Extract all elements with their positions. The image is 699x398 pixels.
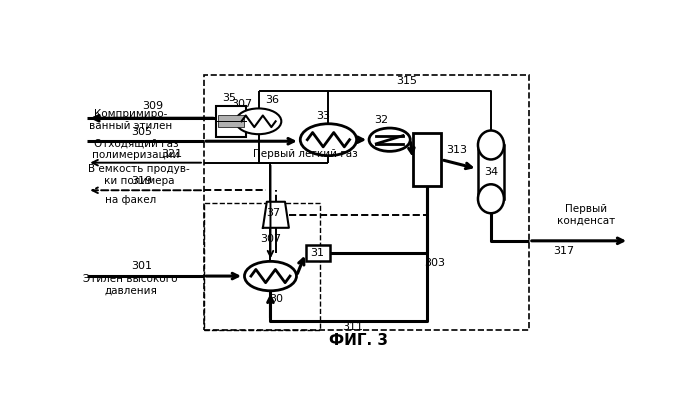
Text: Компримиро-
ванный этилен: Компримиро- ванный этилен xyxy=(89,109,173,131)
Text: 307: 307 xyxy=(231,99,252,109)
Text: Этилен высокого
давления: Этилен высокого давления xyxy=(83,275,178,296)
Text: 311: 311 xyxy=(343,322,363,332)
Text: Первый
конденсат: Первый конденсат xyxy=(556,204,615,226)
Text: 32: 32 xyxy=(375,115,389,125)
Text: 33: 33 xyxy=(316,111,330,121)
Bar xyxy=(204,203,320,330)
Text: на факел: на факел xyxy=(105,195,157,205)
Bar xyxy=(218,115,244,127)
Text: В емкость продув-
ки полимера: В емкость продув- ки полимера xyxy=(88,164,189,186)
Text: Первый легкий газ: Первый легкий газ xyxy=(252,149,357,159)
Text: 30: 30 xyxy=(269,295,283,304)
Text: 317: 317 xyxy=(554,246,575,256)
Text: 35: 35 xyxy=(222,93,236,103)
Text: 31: 31 xyxy=(310,248,324,258)
Text: 321: 321 xyxy=(161,149,182,159)
Text: Отходящий газ
полимеризации: Отходящий газ полимеризации xyxy=(92,138,180,160)
Bar xyxy=(478,145,504,199)
Text: ФИГ. 3: ФИГ. 3 xyxy=(329,333,388,348)
Text: 37: 37 xyxy=(266,208,280,218)
Text: 301: 301 xyxy=(131,261,152,271)
Circle shape xyxy=(236,108,281,134)
Text: 305: 305 xyxy=(131,127,152,137)
Text: 309: 309 xyxy=(142,101,163,111)
Text: 36: 36 xyxy=(265,96,279,105)
Circle shape xyxy=(369,128,410,151)
Bar xyxy=(305,245,329,261)
Bar xyxy=(413,133,441,186)
Circle shape xyxy=(301,124,356,156)
Text: 303: 303 xyxy=(424,258,445,268)
Circle shape xyxy=(245,261,296,291)
Text: 319: 319 xyxy=(131,176,152,186)
Polygon shape xyxy=(263,202,289,228)
Text: 313: 313 xyxy=(447,145,468,156)
Ellipse shape xyxy=(478,184,504,213)
Ellipse shape xyxy=(478,131,504,160)
Bar xyxy=(204,75,529,330)
Text: 307: 307 xyxy=(260,234,281,244)
Bar xyxy=(216,106,246,137)
Text: 34: 34 xyxy=(484,167,498,177)
Text: 315: 315 xyxy=(396,76,417,86)
